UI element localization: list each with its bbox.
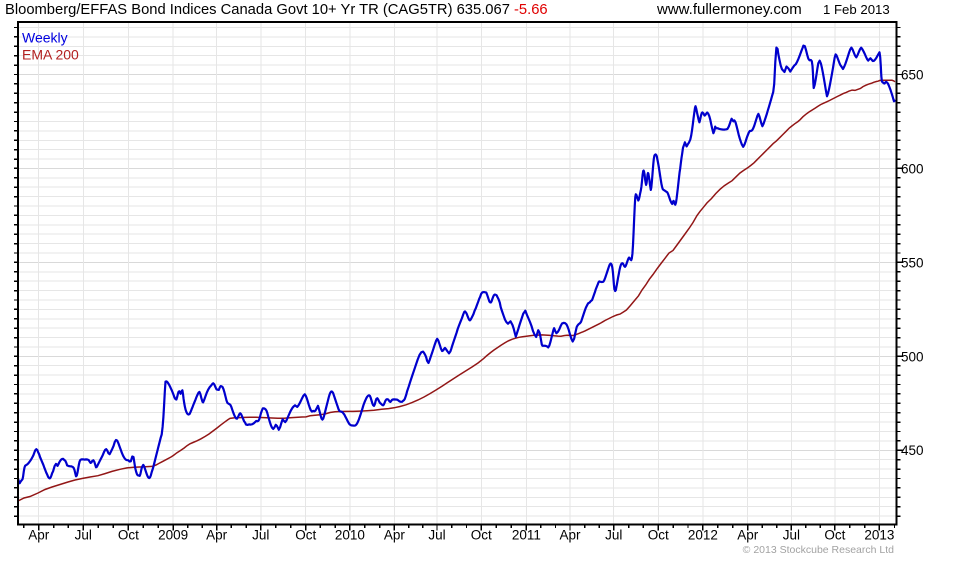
svg-text:Oct: Oct [648, 528, 669, 543]
svg-text:Apr: Apr [559, 528, 581, 543]
svg-text:Jul: Jul [605, 528, 622, 543]
svg-text:Jul: Jul [252, 528, 269, 543]
svg-text:© 2013 Stockcube Research Ltd: © 2013 Stockcube Research Ltd [743, 544, 894, 556]
svg-text:2013: 2013 [864, 528, 894, 543]
svg-text:Weekly: Weekly [22, 30, 68, 46]
svg-text:Oct: Oct [471, 528, 492, 543]
svg-text:500: 500 [901, 349, 924, 364]
svg-text:Oct: Oct [295, 528, 316, 543]
svg-text:2012: 2012 [688, 528, 718, 543]
svg-text:EMA 200: EMA 200 [22, 47, 79, 63]
svg-text:www.fullermoney.com: www.fullermoney.com [656, 1, 802, 18]
svg-text:Apr: Apr [28, 528, 50, 543]
svg-text:Oct: Oct [824, 528, 845, 543]
svg-text:650: 650 [901, 67, 924, 82]
svg-text:1 Feb 2013: 1 Feb 2013 [823, 2, 890, 17]
svg-text:Jul: Jul [428, 528, 445, 543]
svg-text:2009: 2009 [158, 528, 188, 543]
svg-text:600: 600 [901, 161, 924, 176]
svg-text:Jul: Jul [783, 528, 800, 543]
svg-text:450: 450 [901, 443, 924, 458]
svg-text:Apr: Apr [737, 528, 759, 543]
svg-text:Bloomberg/EFFAS Bond Indices C: Bloomberg/EFFAS Bond Indices Canada Govt… [5, 2, 548, 18]
svg-text:Apr: Apr [206, 528, 228, 543]
svg-text:2010: 2010 [335, 528, 365, 543]
svg-text:Apr: Apr [384, 528, 406, 543]
svg-text:2011: 2011 [512, 528, 541, 543]
svg-text:Jul: Jul [75, 528, 92, 543]
svg-text:550: 550 [901, 255, 924, 270]
svg-text:Oct: Oct [118, 528, 139, 543]
